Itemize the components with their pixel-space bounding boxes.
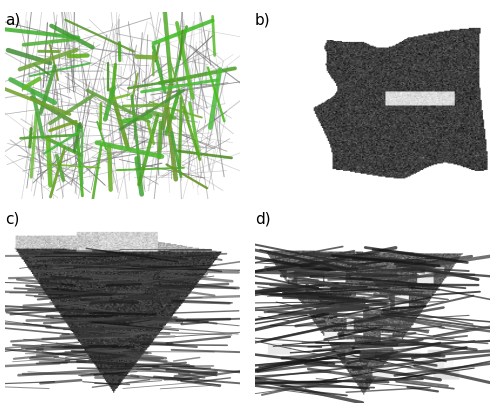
Text: c): c)	[5, 212, 20, 227]
Text: d): d)	[255, 212, 270, 227]
Text: a): a)	[5, 12, 20, 27]
Text: b): b)	[255, 12, 270, 27]
